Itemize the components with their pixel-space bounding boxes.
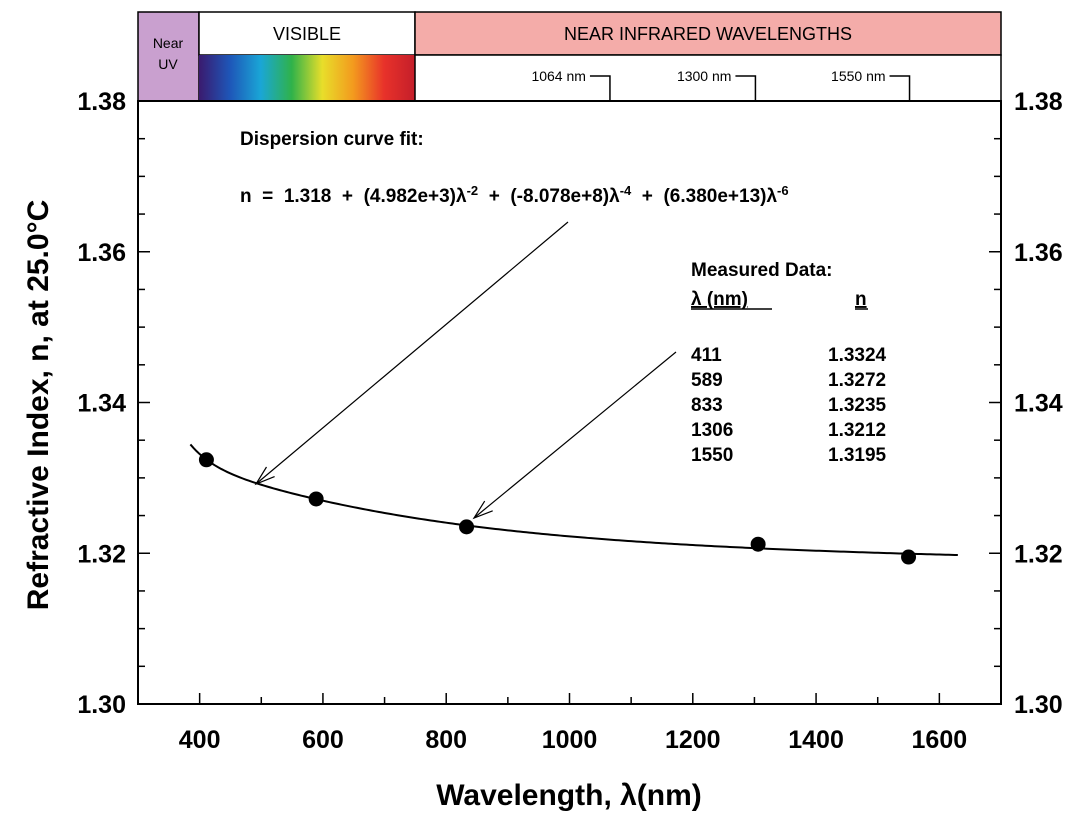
x-tick-label: 400 xyxy=(179,726,221,754)
measured-points xyxy=(198,452,917,565)
visible-band-label: VISIBLE xyxy=(273,24,341,44)
axis-ticks xyxy=(137,100,1002,705)
fit-title: Dispersion curve fit: xyxy=(240,129,424,150)
y-tick-label-right: 1.34 xyxy=(1014,390,1063,418)
table-cell-wavelength: 1550 xyxy=(691,445,733,466)
arrow-to-curve-head xyxy=(254,466,275,486)
column-header-wavelength: λ (nm) xyxy=(691,289,748,310)
y-tick-label-right: 1.32 xyxy=(1014,540,1063,568)
near-ir-band-label: NEAR INFRARED WAVELENGTHS xyxy=(564,24,852,44)
y-tick-label-right: 1.30 xyxy=(1014,691,1063,719)
eq-term2: (-8.078e+8)λ xyxy=(510,186,620,207)
x-tick-label: 800 xyxy=(425,726,467,754)
annotation-arrows xyxy=(254,221,677,520)
y-tick-label-left: 1.36 xyxy=(77,239,126,267)
x-tick-label: 600 xyxy=(302,726,344,754)
measured-data-point xyxy=(901,549,917,565)
table-cell-wavelength: 589 xyxy=(691,370,723,391)
fit-equation: n = 1.318 + (4.982e+3)λ-2 + (-8.078e+8)λ… xyxy=(240,183,789,208)
wavelength-marker-line xyxy=(735,75,757,101)
eq-plus1: + xyxy=(478,186,510,207)
measured-data-point xyxy=(198,452,214,468)
table-cell-wavelength: 1306 xyxy=(691,420,733,441)
measured-data-point xyxy=(750,536,766,552)
table-cell-n: 1.3324 xyxy=(828,345,887,366)
x-tick-label: 1600 xyxy=(912,726,968,754)
near-uv-label-line2: UV xyxy=(158,56,178,72)
wavelength-marker-line xyxy=(889,75,911,101)
eq-exp2: -4 xyxy=(620,183,632,198)
table-cell-n: 1.3195 xyxy=(828,445,887,466)
near-uv-label-line1: Near xyxy=(153,35,184,51)
measured-data-point xyxy=(308,491,324,507)
near-uv-band xyxy=(137,11,200,102)
eq-term3: (6.380e+13)λ xyxy=(663,186,777,207)
measured-data-table: Measured Data: λ (nm) n 411 1.3324 589 1.32… xyxy=(691,260,887,466)
y-axis-left-labels: 1.30 1.32 1.34 1.36 1.38 xyxy=(77,88,126,719)
column-header-n: n xyxy=(855,289,867,310)
table-cell-n: 1.3272 xyxy=(828,370,886,391)
eq-plus2: + xyxy=(631,186,663,207)
y-tick-label-right: 1.38 xyxy=(1014,88,1063,116)
y-tick-label-left: 1.30 xyxy=(77,691,126,719)
wavelength-marker-label: 1550 nm xyxy=(831,68,885,84)
visible-band xyxy=(198,11,416,56)
measured-data-title: Measured Data: xyxy=(691,260,833,281)
table-cell-n: 1.3212 xyxy=(828,420,886,441)
table-cell-wavelength: 411 xyxy=(691,345,722,366)
y-axis-title: Refractive Index, n, at 25.0°C xyxy=(22,200,55,611)
visible-spectrum-strip xyxy=(199,55,415,101)
near-ir-marker-strip xyxy=(414,54,1002,102)
eq-exp1: -2 xyxy=(467,183,479,198)
y-tick-label-left: 1.34 xyxy=(77,390,126,418)
eq-lhs: n = 1.318 + xyxy=(240,186,364,207)
measured-data-point xyxy=(459,519,475,535)
wavelength-markers: 1064 nm 1300 nm 1550 nm xyxy=(531,68,911,101)
arrow-to-data-head xyxy=(472,500,493,520)
wavelength-marker-line xyxy=(589,75,611,101)
y-axis-right-labels: 1.30 1.32 1.34 1.36 1.38 xyxy=(1014,88,1063,719)
wavelength-marker-label: 1064 nm xyxy=(531,68,585,84)
x-tick-label: 1200 xyxy=(665,726,721,754)
arrow-to-data xyxy=(473,351,677,519)
y-tick-label-left: 1.32 xyxy=(77,540,126,568)
table-cell-n: 1.3235 xyxy=(828,395,887,416)
eq-exp3: -6 xyxy=(777,183,789,198)
measured-data-rows: 411 1.3324 589 1.3272 833 1.3235 1306 1.3212 155… xyxy=(691,345,887,466)
x-axis-title: Wavelength, λ(nm) xyxy=(436,779,702,812)
x-axis-labels: 400 600 800 1000 1200 1400 1600 xyxy=(179,726,967,754)
near-ir-band xyxy=(414,11,1002,56)
wavelength-marker-label: 1300 nm xyxy=(677,68,731,84)
spectrum-band-header: Near UV VISIBLE NEAR INFRARED WAVELENGTH… xyxy=(137,11,1002,102)
table-cell-wavelength: 833 xyxy=(691,395,723,416)
arrow-to-curve xyxy=(255,221,569,485)
y-tick-label-left: 1.38 xyxy=(77,88,126,116)
x-tick-label: 1000 xyxy=(542,726,598,754)
x-tick-label: 1400 xyxy=(788,726,844,754)
eq-term1: (4.982e+3)λ xyxy=(364,186,467,207)
y-tick-label-right: 1.36 xyxy=(1014,239,1063,267)
